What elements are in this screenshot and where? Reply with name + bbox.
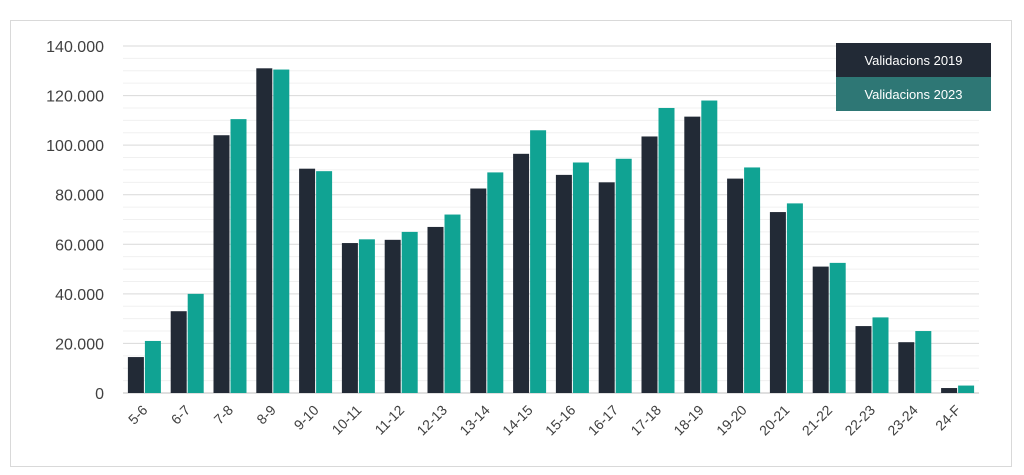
x-tick-label: 20-21 bbox=[756, 402, 793, 439]
bar-2019-22-23 bbox=[855, 326, 872, 393]
bar-2023-20-21 bbox=[786, 203, 803, 393]
bar-2023-14-15 bbox=[530, 130, 547, 393]
x-tick-label: 18-19 bbox=[670, 402, 707, 439]
x-tick-label: 15-16 bbox=[542, 402, 579, 439]
bar-2019-10-11 bbox=[341, 243, 358, 393]
bar-2023-18-19 bbox=[701, 100, 718, 394]
legend-item-2023: Validacions 2023 bbox=[836, 77, 991, 111]
x-tick-label: 16-17 bbox=[585, 402, 622, 439]
bar-2023-12-13 bbox=[444, 214, 461, 393]
bar-2023-17-18 bbox=[658, 107, 675, 393]
y-tick-label: 40.000 bbox=[55, 287, 104, 304]
bar-2023-15-16 bbox=[572, 162, 589, 393]
bar-2023-21-22 bbox=[829, 262, 846, 393]
bar-2019-19-20 bbox=[727, 178, 744, 393]
x-tick-label: 6-7 bbox=[168, 402, 194, 428]
bar-2023-5-6 bbox=[144, 340, 161, 393]
bar-2019-13-14 bbox=[470, 188, 487, 393]
x-tick-label: 24-F bbox=[932, 402, 964, 434]
bar-2023-8-9 bbox=[273, 69, 290, 393]
x-tick-label: 9-10 bbox=[291, 402, 322, 433]
y-tick-label: 80.000 bbox=[55, 188, 104, 205]
bar-2023-19-20 bbox=[744, 167, 761, 393]
x-tick-label: 17-18 bbox=[627, 402, 664, 439]
bar-2019-24-F bbox=[941, 388, 958, 393]
bar-2023-22-23 bbox=[872, 317, 889, 393]
x-tick-label: 10-11 bbox=[329, 402, 365, 438]
bar-2023-6-7 bbox=[187, 293, 204, 393]
bar-2019-23-24 bbox=[898, 342, 915, 393]
bar-2019-12-13 bbox=[427, 226, 444, 393]
bar-2023-23-24 bbox=[915, 331, 932, 393]
x-tick-label: 5-6 bbox=[125, 402, 151, 428]
bar-2019-15-16 bbox=[555, 174, 572, 393]
bar-2019-9-10 bbox=[299, 168, 316, 393]
chart-frame: 0 20.000 40.000 60.000 80.000 100.000 120.000 1… bbox=[10, 20, 1012, 467]
x-tick-label: 7-8 bbox=[210, 402, 236, 428]
bar-2023-9-10 bbox=[316, 171, 333, 393]
bar-2019-11-12 bbox=[384, 239, 401, 393]
x-tick-label: 19-20 bbox=[713, 402, 750, 439]
bar-2023-7-8 bbox=[230, 119, 247, 393]
bar-2023-11-12 bbox=[401, 231, 418, 393]
y-tick-label: 140.000 bbox=[46, 39, 104, 56]
bar-2023-16-17 bbox=[615, 158, 632, 393]
bar-2023-10-11 bbox=[358, 239, 375, 393]
bar-2019-5-6 bbox=[127, 357, 144, 393]
bar-2023-24-F bbox=[958, 385, 975, 393]
bar-2019-17-18 bbox=[641, 136, 658, 393]
bar-2019-16-17 bbox=[598, 182, 615, 393]
x-tick-label: 22-23 bbox=[841, 402, 878, 439]
x-tick-label: 13-14 bbox=[456, 402, 493, 439]
x-tick-label: 14-15 bbox=[499, 402, 536, 439]
bar-2023-13-14 bbox=[487, 172, 504, 393]
x-tick-label: 12-13 bbox=[413, 402, 450, 439]
x-tick-label: 23-24 bbox=[884, 402, 921, 439]
y-tick-label: 100.000 bbox=[46, 138, 104, 155]
y-tick-label: 20.000 bbox=[55, 336, 104, 353]
bar-2019-6-7 bbox=[170, 311, 187, 393]
bar-2019-21-22 bbox=[812, 266, 829, 393]
y-tick-label: 120.000 bbox=[46, 89, 104, 106]
bar-2019-14-15 bbox=[513, 153, 530, 393]
bar-2019-18-19 bbox=[684, 116, 701, 393]
y-tick-label: 0 bbox=[95, 386, 104, 403]
chart-plot: 0 20.000 40.000 60.000 80.000 100.000 120.000 1… bbox=[46, 39, 979, 439]
x-tick-label: 11-12 bbox=[371, 402, 407, 438]
bar-2019-20-21 bbox=[769, 212, 786, 393]
y-tick-label: 60.000 bbox=[55, 237, 104, 254]
bar-2019-7-8 bbox=[213, 135, 230, 393]
legend-item-2019: Validacions 2019 bbox=[836, 43, 991, 77]
x-tick-label: 8-9 bbox=[253, 402, 279, 428]
x-tick-label: 21-22 bbox=[799, 402, 836, 439]
bar-2019-8-9 bbox=[256, 68, 273, 394]
